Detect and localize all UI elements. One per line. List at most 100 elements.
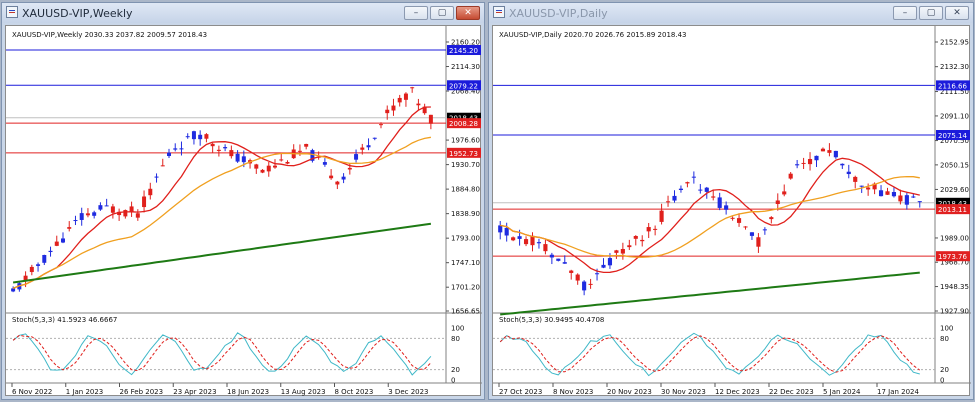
candle-body [92, 212, 97, 216]
date-tick-label: 26 Feb 2023 [120, 388, 164, 396]
candle-body [36, 264, 41, 266]
candle-body [366, 145, 371, 148]
price-tick-label: 2132.30 [940, 63, 969, 71]
stoch-tick-label: 100 [940, 325, 953, 333]
candle-body [562, 262, 567, 264]
price-level-tag [936, 204, 970, 215]
chart-window-icon [493, 6, 505, 18]
candle-body [310, 150, 315, 161]
candle-body [297, 150, 302, 152]
candle-body [110, 206, 115, 213]
daily-chart-window[interactable]: XAUUSD-VIP,Daily – ▢ ✕ XAUUSD-VIP,Daily … [488, 2, 974, 400]
moving-average-slow [500, 271, 920, 316]
candle-body [241, 156, 246, 163]
candle-body [601, 264, 606, 268]
candle-body [260, 169, 265, 173]
candle-body [229, 150, 234, 157]
stoch-main-line [12, 332, 432, 376]
candle-body [266, 165, 271, 172]
daily-plot-area[interactable]: XAUUSD-VIP,Daily 2020.70 2026.76 2015.89… [492, 25, 971, 397]
candle-body [154, 176, 159, 178]
price-level-label: 1973.76 [938, 253, 967, 261]
candle-body [588, 283, 593, 285]
candle-body [866, 187, 871, 190]
candle-body [782, 191, 787, 195]
candle-body [736, 218, 742, 223]
price-level-tag [447, 112, 481, 123]
price-level-label: 2145.20 [449, 47, 478, 55]
candle-body [827, 150, 832, 153]
close-button[interactable]: ✕ [456, 6, 480, 20]
candle-body [833, 150, 838, 158]
candle-body [254, 164, 259, 169]
date-tick-label: 22 Dec 2023 [769, 388, 814, 396]
minimize-button[interactable]: – [893, 6, 917, 20]
weekly-chart-window[interactable]: XAUUSD-VIP,Weekly – ▢ ✕ XAUUSD-VIP,Weekl… [1, 2, 485, 400]
candle-body [279, 159, 284, 161]
window-title: XAUUSD-VIP,Weekly [22, 7, 133, 20]
maximize-button[interactable]: ▢ [430, 6, 454, 20]
candle-body [322, 162, 327, 165]
maximize-button[interactable]: ▢ [919, 6, 943, 20]
candle-body [653, 228, 658, 230]
candle-body [235, 153, 240, 162]
candle-body [73, 220, 78, 222]
candle-body [820, 148, 826, 152]
candle-body [775, 200, 780, 205]
price-tick-label: 2068.40 [451, 88, 480, 96]
price-level-tag [936, 80, 970, 91]
price-level-tag [447, 80, 481, 91]
candle-body [173, 148, 178, 150]
candle-body [691, 176, 696, 178]
candle-body [530, 235, 535, 246]
price-tick-label: 1747.10 [451, 259, 480, 267]
candle-body [749, 232, 755, 236]
price-tick-label: 1884.80 [451, 186, 480, 194]
stoch-signal-line [12, 334, 432, 372]
weekly-plot-area[interactable]: XAUUSD-VIP,Weekly 2030.33 2037.82 2009.5… [5, 25, 482, 397]
price-level-label: 2018.43 [938, 200, 967, 208]
price-tick-label: 2091.10 [940, 112, 969, 120]
close-button[interactable]: ✕ [945, 6, 969, 20]
price-level-label: 2013.11 [938, 206, 967, 214]
moving-average-mid [500, 175, 920, 258]
price-level-tag [936, 197, 970, 208]
candle-body [678, 188, 684, 190]
candle-body [410, 87, 415, 89]
candle-body [42, 255, 47, 263]
candle-body [210, 143, 215, 147]
candle-body [730, 217, 735, 219]
price-tick-label: 1948.35 [940, 283, 969, 291]
price-tick-label: 2029.60 [940, 186, 969, 194]
candle-body [846, 171, 851, 175]
chart-window-icon [6, 6, 18, 18]
date-tick-label: 13 Aug 2023 [281, 388, 326, 396]
candle-body [385, 109, 390, 114]
date-tick-label: 17 Jan 2024 [877, 388, 920, 396]
candle-body [347, 167, 352, 170]
date-tick-label: 6 Nov 2022 [12, 388, 52, 396]
candle-body [329, 175, 334, 179]
candle-body [556, 258, 561, 261]
title-bar[interactable]: XAUUSD-VIP,Weekly – ▢ ✕ [2, 3, 484, 23]
candle-body [872, 183, 877, 190]
candle-body [807, 158, 813, 165]
daily-chart-svg[interactable]: XAUUSD-VIP,Daily 2020.70 2026.76 2015.89… [493, 26, 971, 397]
date-tick-label: 1 Jan 2023 [66, 388, 104, 396]
candle-body [273, 165, 277, 168]
candle-body [904, 195, 909, 205]
title-bar[interactable]: XAUUSD-VIP,Daily – ▢ ✕ [489, 3, 973, 23]
minimize-button[interactable]: – [404, 6, 428, 20]
candle-body [724, 205, 729, 210]
date-tick-label: 12 Dec 2023 [715, 388, 760, 396]
candle-body [885, 191, 890, 195]
candle-body [801, 162, 806, 164]
candle-body [67, 227, 72, 229]
weekly-chart-svg[interactable]: XAUUSD-VIP,Weekly 2030.33 2037.82 2009.5… [6, 26, 482, 397]
candle-body [379, 124, 383, 126]
price-level-tag [447, 118, 481, 129]
candle-body [898, 195, 903, 202]
candle-body [428, 114, 433, 124]
candle-body [360, 147, 365, 150]
candle-body [85, 213, 90, 216]
